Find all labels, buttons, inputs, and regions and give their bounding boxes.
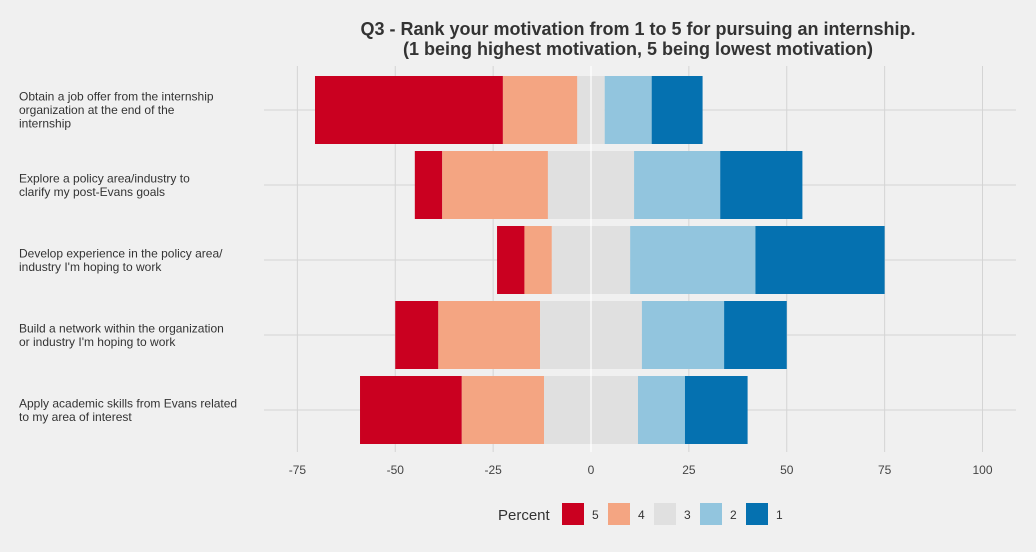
category-label: Develop experience in the policy area/in… (19, 246, 223, 274)
bar-segment-rank-4 (461, 376, 545, 444)
chart-subtitle: (1 being highest motivation, 5 being low… (403, 39, 873, 59)
bar-segment-rank-5 (314, 76, 503, 144)
legend-swatch (562, 503, 584, 525)
bar-segment-rank-5 (360, 376, 462, 444)
category-label: Build a network within the organization o… (19, 321, 224, 349)
chart-title: Q3 - Rank your motivation from 1 to 5 fo… (360, 19, 915, 39)
category-label: Apply academic skills from Evans related… (19, 396, 237, 424)
category-label-line: clarify my post-Evans goals (19, 185, 165, 199)
bar-segment-rank-2 (604, 76, 652, 144)
legend-swatch (654, 503, 676, 525)
legend-label: 1 (776, 508, 783, 522)
legend-label: 4 (638, 508, 645, 522)
bar-segment-rank-2 (630, 226, 756, 294)
category-label-line: Explore a policy area/industry to (19, 171, 190, 185)
bar-segment-rank-1 (724, 301, 787, 369)
x-tick-labels: -75 -50 -25 0 25 50 75 100 (289, 463, 993, 477)
category-label-line: internship (19, 117, 71, 131)
bar-segment-rank-4 (442, 151, 548, 219)
bar-segment-rank-1 (720, 151, 803, 219)
category-label: Obtain a job offer from the internship or… (19, 90, 214, 131)
bar-segment-rank-1 (684, 376, 748, 444)
category-label-line: Build a network within the organization (19, 321, 224, 335)
category-label: Explore a policy area/industry to clarify… (19, 171, 190, 199)
x-tick-label: 100 (972, 463, 992, 477)
bar-segment-rank-5 (395, 301, 439, 369)
x-tick-label: 50 (780, 463, 794, 477)
legend-swatch (700, 503, 722, 525)
bar-segment-rank-2 (641, 301, 725, 369)
x-tick-label: 75 (878, 463, 892, 477)
x-tick-label: -25 (484, 463, 502, 477)
bar-segment-rank-5 (414, 151, 443, 219)
bar-segment-rank-4 (438, 301, 541, 369)
category-label-line: to my area of interest (19, 410, 132, 424)
x-tick-label: 25 (682, 463, 696, 477)
bar-segment-rank-4 (524, 226, 552, 294)
bar-segment-rank-1 (651, 76, 703, 144)
bar-segment-rank-4 (502, 76, 578, 144)
legend-label: 5 (592, 508, 599, 522)
legend-label: 2 (730, 508, 737, 522)
bar-segment-rank-5 (497, 226, 525, 294)
bar-segment-rank-2 (637, 376, 685, 444)
x-tick-label: 0 (588, 463, 595, 477)
legend-swatch (608, 503, 630, 525)
category-label-line: Apply academic skills from Evans related (19, 396, 237, 410)
legend-swatch (746, 503, 768, 525)
legend-title: Percent (498, 507, 551, 524)
bar-segment-rank-2 (634, 151, 721, 219)
x-tick-label: -50 (387, 463, 405, 477)
category-label-line: organization at the end of the (19, 103, 175, 117)
category-label-line: or industry I'm hoping to work (19, 335, 176, 349)
category-label-line: industry I'm hoping to work (19, 260, 162, 274)
x-tick-label: -75 (289, 463, 307, 477)
bar-segment-rank-1 (755, 226, 885, 294)
category-label-line: Obtain a job offer from the internship (19, 90, 214, 104)
legend: Percent 5 4 3 2 1 (498, 503, 783, 525)
legend-label: 3 (684, 508, 691, 522)
category-labels: Obtain a job offer from the internship or… (19, 90, 237, 424)
category-label-line: Develop experience in the policy area/ (19, 246, 223, 260)
